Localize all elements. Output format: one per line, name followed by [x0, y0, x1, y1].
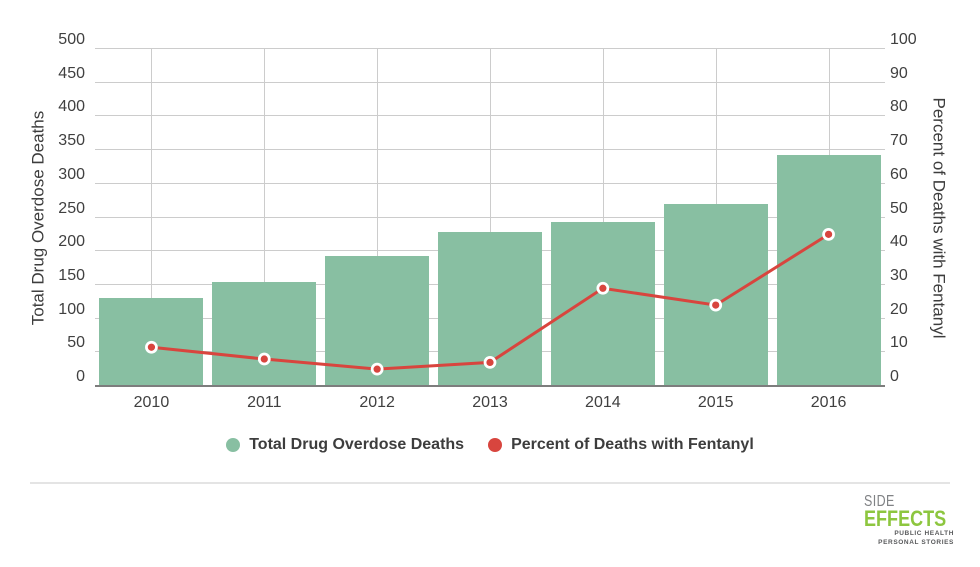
v-gridline: [264, 49, 266, 386]
right-axis-tick-label: 90: [890, 64, 908, 82]
bar-2015: [663, 204, 768, 386]
x-axis-line: [95, 385, 885, 387]
right-axis-tick-label: 50: [890, 199, 908, 217]
right-axis-tick-label: 80: [890, 98, 908, 116]
v-gridline: [377, 49, 379, 386]
v-gridline: [151, 49, 153, 386]
data-point-2014: [596, 281, 610, 295]
legend-label: Percent of Deaths with Fentanyl: [511, 436, 754, 453]
legend-marker-icon: [488, 438, 503, 452]
x-axis-label-2015: 2015: [697, 394, 734, 411]
x-axis-label-2016: 2016: [810, 394, 847, 411]
left-axis-tick-label: 100: [58, 300, 85, 318]
x-axis-label-2012: 2012: [359, 394, 395, 411]
legend-marker-icon: [226, 438, 241, 452]
right-axis-tick-label: 30: [890, 266, 908, 284]
left-axis-tick-label: 0: [76, 368, 85, 385]
x-axis-label-2010: 2010: [133, 394, 170, 411]
left-axis-tick-label: 150: [58, 266, 85, 284]
bar-2014: [550, 221, 655, 386]
logo-word-side: SIDE: [864, 493, 895, 510]
left-axis-tick-label: 200: [58, 233, 85, 251]
right-axis-tick-label: 20: [890, 300, 908, 318]
left-axis-tick-label: 300: [58, 165, 85, 183]
bar-2016: [776, 154, 881, 386]
divider: [30, 482, 950, 484]
legend-label: Total Drug Overdose Deaths: [249, 436, 465, 453]
side-effects-logo: SIDE EFFECTS PUBLIC HEALTH PERSONAL STOR…: [864, 493, 954, 547]
x-axis-label-2014: 2014: [585, 394, 621, 411]
left-axis-tick-label: 250: [58, 199, 85, 217]
legend-item: Percent of Deaths with Fentanyl: [488, 436, 754, 454]
data-point-2013: [483, 356, 497, 369]
right-axis-tick-label: 100: [890, 31, 917, 48]
x-axis-label-2013: 2013: [472, 394, 508, 411]
data-point-2015: [709, 298, 723, 312]
v-gridline: [602, 49, 604, 386]
legend: Total Drug Overdose Deaths Percent of Dea…: [0, 436, 980, 454]
left-axis-tick-label: 50: [67, 334, 85, 352]
right-axis-tick-label: 40: [890, 233, 908, 251]
line-series: [145, 227, 835, 376]
left-axis-tick-label: 450: [58, 64, 85, 82]
logo-tagline-personal-stories: PERSONAL STORIES: [878, 539, 954, 546]
logo-tagline-public-health: PUBLIC HEALTH: [894, 530, 954, 537]
percent-line: [151, 233, 830, 371]
bar-2011: [212, 281, 317, 386]
legend-item: Total Drug Overdose Deaths: [226, 436, 464, 454]
right-axis-tick-label: 70: [890, 132, 908, 150]
data-point-2010: [145, 340, 158, 354]
right-axis-tick-label: 10: [890, 334, 908, 352]
left-axis-tick-label: 350: [58, 132, 85, 150]
h-gridline: [95, 48, 885, 49]
left-axis-tick-label: 400: [58, 98, 85, 116]
data-point-2011: [257, 352, 271, 366]
right-axis-tick-label: 60: [890, 165, 908, 183]
left-axis-tick-label: 500: [58, 31, 85, 48]
data-point-2012: [370, 362, 384, 376]
plot-area: [95, 48, 885, 387]
v-gridline: [490, 49, 491, 386]
logo-word-effects: EFFECTS: [864, 506, 947, 531]
x-axis-label-2011: 2011: [247, 394, 282, 411]
data-point-2016: [822, 227, 835, 241]
right-axis-tick-label: 0: [890, 368, 899, 385]
